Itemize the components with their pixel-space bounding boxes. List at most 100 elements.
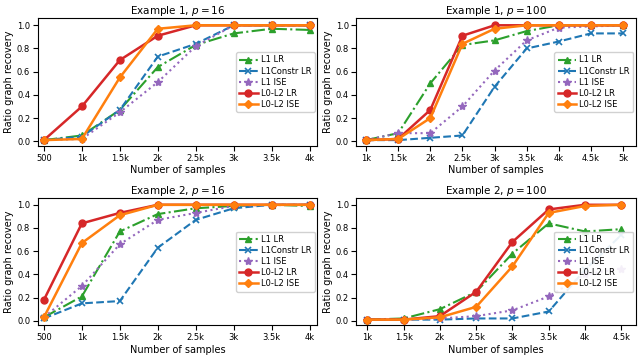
L0-L2 ISE: [268, 23, 275, 27]
Line: L1 LR: L1 LR: [40, 201, 313, 321]
L0-L2 ISE: [436, 315, 444, 320]
L1Constr LR: [116, 299, 124, 303]
L1 LR: [154, 212, 162, 216]
L0-L2 ISE: [306, 23, 314, 27]
L1Constr LR: [268, 202, 275, 207]
L1 ISE: [116, 110, 124, 115]
L0-L2 ISE: [618, 202, 625, 207]
L1Constr LR: [587, 31, 595, 36]
L1 LR: [426, 81, 434, 85]
L1 ISE: [78, 137, 86, 141]
L0-L2 ISE: [154, 27, 162, 31]
L1 LR: [555, 23, 563, 27]
Line: L1 LR: L1 LR: [364, 220, 625, 323]
L0-L2 ISE: [581, 204, 589, 208]
L1 ISE: [523, 38, 531, 42]
L0-L2 ISE: [523, 23, 531, 27]
L1 LR: [40, 315, 48, 320]
L0-L2 LR: [545, 207, 552, 211]
L0-L2 LR: [523, 23, 531, 27]
L1Constr LR: [581, 267, 589, 272]
L1 LR: [78, 133, 86, 137]
L1Constr LR: [230, 206, 237, 210]
L1 ISE: [394, 131, 402, 135]
Legend: L1 LR, L1Constr LR, L1 ISE, L0-L2 LR, L0-L2 ISE: L1 LR, L1Constr LR, L1 ISE, L0-L2 LR, L0…: [554, 52, 634, 112]
L0-L2 LR: [619, 23, 627, 27]
L1 ISE: [509, 308, 516, 312]
L0-L2 LR: [116, 58, 124, 62]
L0-L2 LR: [230, 23, 237, 27]
L1 ISE: [581, 272, 589, 276]
L0-L2 LR: [40, 298, 48, 302]
Line: L1Constr LR: L1Constr LR: [363, 30, 627, 144]
L0-L2 ISE: [364, 317, 371, 322]
L0-L2 LR: [581, 202, 589, 207]
L1 ISE: [116, 242, 124, 246]
L1Constr LR: [230, 23, 237, 27]
L1 LR: [78, 294, 86, 299]
L1 LR: [306, 28, 314, 32]
L0-L2 ISE: [230, 202, 237, 207]
L1Constr LR: [40, 138, 48, 142]
L1 ISE: [618, 266, 625, 271]
L0-L2 ISE: [472, 305, 480, 309]
Line: L1 ISE: L1 ISE: [363, 265, 625, 324]
Legend: L1 LR, L1Constr LR, L1 ISE, L0-L2 LR, L0-L2 ISE: L1 LR, L1Constr LR, L1 ISE, L0-L2 LR, L0…: [236, 52, 315, 112]
L0-L2 LR: [555, 23, 563, 27]
L1Constr LR: [394, 138, 402, 142]
L0-L2 ISE: [268, 202, 275, 207]
L1 LR: [268, 202, 275, 207]
L1 ISE: [154, 218, 162, 222]
L1Constr LR: [619, 31, 627, 36]
Line: L0-L2 LR: L0-L2 LR: [364, 201, 625, 323]
L0-L2 LR: [154, 202, 162, 207]
L1 ISE: [555, 25, 563, 30]
L0-L2 ISE: [426, 116, 434, 120]
L0-L2 ISE: [587, 23, 595, 27]
L0-L2 ISE: [192, 23, 200, 27]
L1 ISE: [192, 44, 200, 48]
L1Constr LR: [618, 233, 625, 237]
X-axis label: Number of samples: Number of samples: [449, 345, 544, 355]
Title: Example 1, $p = 100$: Example 1, $p = 100$: [445, 4, 547, 18]
Line: L1 LR: L1 LR: [40, 25, 313, 144]
L1 LR: [400, 316, 408, 321]
L0-L2 ISE: [394, 137, 402, 141]
L1 LR: [362, 138, 370, 142]
L0-L2 LR: [40, 138, 48, 142]
L0-L2 LR: [230, 202, 237, 207]
L1 LR: [545, 221, 552, 225]
L1Constr LR: [192, 42, 200, 46]
L1Constr LR: [509, 316, 516, 321]
L0-L2 ISE: [509, 264, 516, 269]
Line: L1 LR: L1 LR: [363, 22, 627, 144]
L1 ISE: [436, 316, 444, 321]
L1 LR: [192, 43, 200, 47]
L0-L2 ISE: [545, 211, 552, 215]
L0-L2 LR: [116, 211, 124, 215]
L1 LR: [306, 204, 314, 208]
L1Constr LR: [400, 317, 408, 322]
L0-L2 LR: [306, 23, 314, 27]
L1 LR: [587, 23, 595, 27]
X-axis label: Number of samples: Number of samples: [449, 165, 544, 175]
L1Constr LR: [268, 23, 275, 27]
L1 LR: [491, 38, 499, 42]
L0-L2 LR: [587, 23, 595, 27]
L0-L2 ISE: [459, 42, 467, 46]
Line: L1 ISE: L1 ISE: [40, 21, 314, 144]
L1Constr LR: [40, 316, 48, 321]
L0-L2 LR: [192, 23, 200, 27]
Title: Example 2, $p = 100$: Example 2, $p = 100$: [445, 184, 547, 198]
L1Constr LR: [154, 55, 162, 59]
L0-L2 LR: [426, 108, 434, 112]
L0-L2 LR: [192, 202, 200, 207]
L1Constr LR: [192, 218, 200, 222]
L1Constr LR: [555, 39, 563, 44]
L1Constr LR: [459, 133, 467, 137]
L1 LR: [230, 204, 237, 208]
L0-L2 LR: [400, 317, 408, 322]
Y-axis label: Ratio graph recovery: Ratio graph recovery: [323, 210, 333, 313]
L1 ISE: [268, 202, 275, 207]
L1 LR: [116, 229, 124, 234]
